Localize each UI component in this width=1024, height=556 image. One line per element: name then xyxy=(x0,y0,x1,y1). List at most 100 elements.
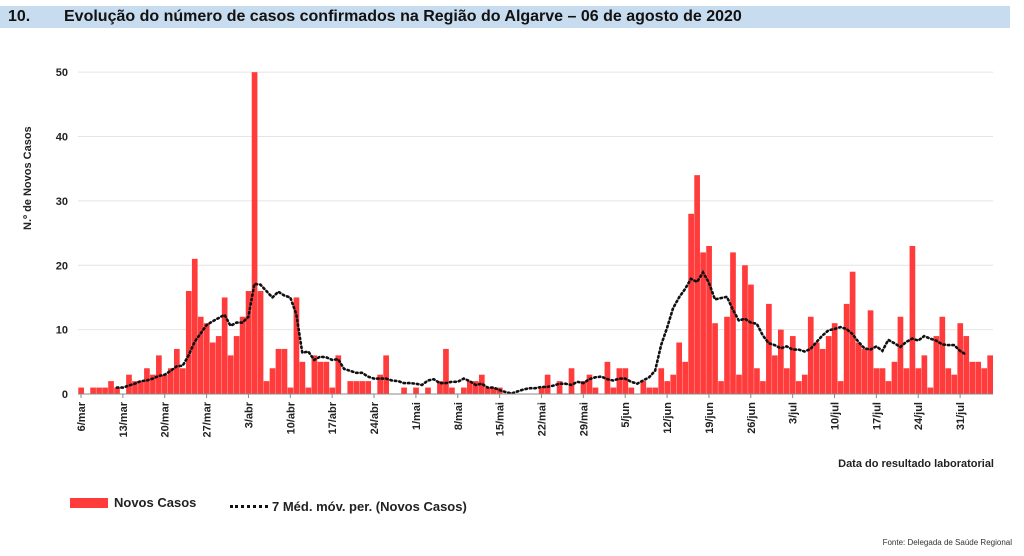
bar xyxy=(897,316,904,394)
y-tick-label: 50 xyxy=(56,67,68,79)
bar xyxy=(652,387,659,394)
x-tick-label: 5/jun xyxy=(620,402,632,428)
bar xyxy=(317,361,324,394)
bar xyxy=(78,387,84,394)
y-tick-label: 0 xyxy=(62,389,68,401)
legend-bar-label: Novos Casos xyxy=(114,495,197,510)
bar xyxy=(891,361,898,394)
bar xyxy=(263,381,270,394)
bar xyxy=(640,381,647,394)
bar xyxy=(706,245,712,394)
bar xyxy=(903,368,910,394)
y-tick-label: 20 xyxy=(56,260,68,272)
bar xyxy=(610,387,617,394)
bar xyxy=(969,361,976,394)
x-tick-label: 12/jun xyxy=(662,402,674,434)
bar xyxy=(473,381,479,394)
bar xyxy=(957,323,964,394)
bar xyxy=(556,381,563,394)
bar xyxy=(383,355,389,394)
bar xyxy=(114,387,120,394)
bar xyxy=(359,381,366,394)
bar xyxy=(801,374,808,394)
bar xyxy=(921,355,928,394)
bar xyxy=(748,284,754,394)
bar xyxy=(736,374,742,394)
bar xyxy=(311,355,318,394)
y-tick-label: 40 xyxy=(56,132,68,144)
bar xyxy=(156,355,162,394)
bar xyxy=(772,355,778,394)
bar xyxy=(712,323,718,394)
bar xyxy=(963,336,970,394)
bar xyxy=(807,316,814,394)
bar xyxy=(257,291,264,394)
x-tick-label: 27/mar xyxy=(202,401,214,437)
bar xyxy=(718,381,724,394)
bar xyxy=(209,342,216,394)
bar xyxy=(425,387,431,394)
x-axis-label: Data do resultado laboratorial xyxy=(838,458,994,470)
x-tick-label: 31/jul xyxy=(955,402,967,430)
bar xyxy=(760,381,766,394)
x-tick-label: 29/mai xyxy=(578,402,590,436)
bar xyxy=(927,387,934,394)
x-tick-label: 26/jun xyxy=(746,402,758,434)
bar xyxy=(795,381,802,394)
x-tick-label: 3/jul xyxy=(788,402,800,424)
bar xyxy=(377,374,383,394)
chart-header: 10. Evolução do número de casos confirma… xyxy=(0,6,1010,28)
bar xyxy=(203,323,210,394)
x-tick-label: 19/jun xyxy=(704,402,716,434)
bar xyxy=(700,252,706,394)
bar xyxy=(227,355,234,394)
bar xyxy=(789,336,796,394)
moving-average-line xyxy=(115,269,968,395)
bar xyxy=(275,348,282,394)
bar xyxy=(293,297,300,394)
bar xyxy=(90,387,96,394)
bar xyxy=(401,387,407,394)
x-tick-label: 24/abr xyxy=(369,401,381,434)
bar xyxy=(221,297,228,394)
bar xyxy=(484,387,491,394)
bar xyxy=(108,381,114,394)
bar xyxy=(915,368,922,394)
bar xyxy=(191,258,198,394)
bar xyxy=(150,374,156,394)
bar xyxy=(287,387,294,394)
bar xyxy=(819,348,826,394)
x-tick-label: 15/mai xyxy=(495,402,507,436)
bar xyxy=(251,72,258,394)
bar xyxy=(437,381,443,394)
bar xyxy=(951,374,958,394)
y-tick-label: 10 xyxy=(56,325,68,337)
bar xyxy=(347,381,354,394)
bar xyxy=(323,361,330,394)
bar xyxy=(867,310,874,394)
bar xyxy=(162,374,168,394)
x-tick-label: 1/mai xyxy=(411,402,423,430)
bar xyxy=(688,213,694,394)
bar xyxy=(885,381,892,394)
bar xyxy=(353,381,360,394)
bar xyxy=(766,303,772,394)
bar xyxy=(305,387,312,394)
x-tick-label: 24/jul xyxy=(913,402,925,430)
bar xyxy=(724,316,730,394)
bar xyxy=(861,348,868,394)
bar xyxy=(299,361,306,394)
bar xyxy=(568,368,575,394)
bar xyxy=(730,252,736,394)
bar xyxy=(413,387,419,394)
source-note: Fonte: Delegada de Saúde Regional xyxy=(882,538,1012,547)
bar xyxy=(855,342,862,394)
bar xyxy=(269,368,276,394)
bar xyxy=(138,381,144,394)
bar xyxy=(694,175,700,394)
x-tick-label: 20/mar xyxy=(160,401,172,437)
bar xyxy=(754,368,760,394)
bar xyxy=(586,374,593,394)
bar xyxy=(813,342,820,394)
